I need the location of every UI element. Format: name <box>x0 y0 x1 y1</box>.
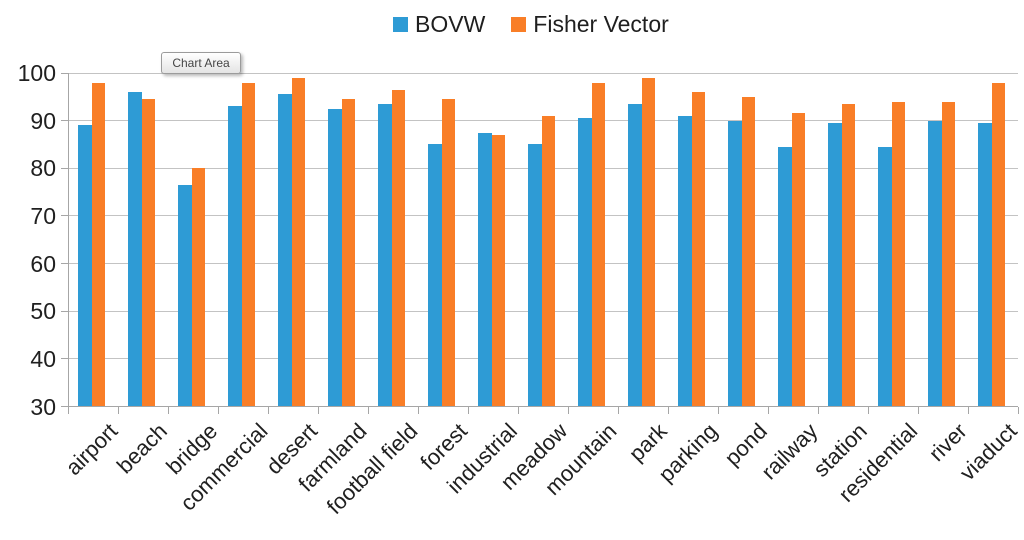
bar-bovw-viaduct[interactable] <box>978 123 992 407</box>
bar-fisher-vector-commercial[interactable] <box>241 82 255 407</box>
bar-fisher-vector-residential[interactable] <box>891 101 905 407</box>
x-axis-label-airport: airport <box>60 418 122 481</box>
bar-fisher-vector-river[interactable] <box>941 101 955 407</box>
y-axis-tick-40 <box>61 358 68 360</box>
bar-bovw-park[interactable] <box>628 103 642 407</box>
bar-fisher-vector-pond[interactable] <box>741 96 755 407</box>
y-axis-tick-70 <box>61 215 68 217</box>
bar-fisher-vector-park[interactable] <box>641 77 655 407</box>
y-axis-tick-50 <box>61 310 68 312</box>
x-axis-tick <box>168 406 169 414</box>
x-axis-tick <box>118 406 119 414</box>
x-axis-tick <box>818 406 819 414</box>
x-axis-tick <box>568 406 569 414</box>
bar-bovw-football-field[interactable] <box>378 103 392 407</box>
bar-fisher-vector-station[interactable] <box>841 103 855 407</box>
gridline-100 <box>68 72 1018 74</box>
x-axis-tick <box>518 406 519 414</box>
legend-label-bovw: BOVW <box>415 11 486 37</box>
x-axis-tick <box>218 406 219 414</box>
bar-bovw-desert[interactable] <box>278 94 292 407</box>
bar-fisher-vector-beach[interactable] <box>141 99 155 407</box>
x-axis-tick <box>468 406 469 414</box>
bar-fisher-vector-parking[interactable] <box>691 92 705 407</box>
x-axis-tick <box>768 406 769 414</box>
x-axis-tick <box>918 406 919 414</box>
y-axis-tick-30 <box>61 406 68 407</box>
bar-bovw-residential[interactable] <box>878 146 892 407</box>
x-axis-tick <box>318 406 319 414</box>
x-axis-tick <box>668 406 669 414</box>
bar-bovw-river[interactable] <box>928 120 942 407</box>
bar-bovw-industrial[interactable] <box>478 132 492 407</box>
bar-fisher-vector-bridge[interactable] <box>191 168 205 407</box>
bar-bovw-pond[interactable] <box>728 120 742 407</box>
bar-fisher-vector-airport[interactable] <box>91 82 105 407</box>
bar-bovw-railway[interactable] <box>778 146 792 407</box>
chart-area-tooltip: Chart Area <box>161 52 241 74</box>
y-axis-label-80: 80 <box>30 155 56 182</box>
bar-fisher-vector-mountain[interactable] <box>591 82 605 407</box>
chart-area-tooltip-label: Chart Area <box>172 56 230 70</box>
bar-bovw-airport[interactable] <box>78 125 92 407</box>
bar-bovw-beach[interactable] <box>128 92 142 407</box>
y-axis-line <box>68 73 69 414</box>
y-axis-label-90: 90 <box>30 107 56 134</box>
x-axis-tick <box>68 406 69 414</box>
bar-fisher-vector-football-field[interactable] <box>391 89 405 407</box>
y-axis-tick-90 <box>61 120 68 122</box>
bar-bovw-commercial[interactable] <box>228 106 242 407</box>
y-axis-label-60: 60 <box>30 250 56 277</box>
bar-fisher-vector-industrial[interactable] <box>491 134 505 407</box>
x-axis-tick <box>418 406 419 414</box>
bar-bovw-farmland[interactable] <box>328 108 342 407</box>
y-axis-label-50: 50 <box>30 298 56 325</box>
legend-item-bovw[interactable]: BOVW <box>393 11 485 38</box>
y-axis-label-100: 100 <box>17 60 56 86</box>
bar-bovw-parking[interactable] <box>678 115 692 407</box>
legend: BOVW Fisher Vector <box>393 11 669 38</box>
y-axis-label-70: 70 <box>30 202 56 229</box>
x-axis-label-railway: railway <box>755 418 822 485</box>
y-axis-tick-60 <box>61 263 68 265</box>
bar-bovw-station[interactable] <box>828 123 842 407</box>
bar-fisher-vector-desert[interactable] <box>291 77 305 407</box>
y-axis-tick-80 <box>61 167 68 169</box>
bar-fisher-vector-farmland[interactable] <box>341 99 355 407</box>
x-axis-tick <box>968 406 969 414</box>
x-axis-label-beach: beach <box>111 418 172 479</box>
y-axis-label-40: 40 <box>30 345 56 372</box>
legend-swatch-fisher-vector-icon <box>511 17 527 32</box>
bar-fisher-vector-meadow[interactable] <box>541 115 555 407</box>
legend-label-fisher-vector: Fisher Vector <box>533 11 669 37</box>
x-axis-tick <box>268 406 269 414</box>
bar-fisher-vector-forest[interactable] <box>441 99 455 407</box>
bar-fisher-vector-railway[interactable] <box>791 113 805 407</box>
bar-bovw-forest[interactable] <box>428 144 442 407</box>
x-axis-tick <box>368 406 369 414</box>
bar-fisher-vector-viaduct[interactable] <box>991 82 1005 407</box>
bar-bovw-bridge[interactable] <box>178 184 192 407</box>
legend-swatch-bovw-icon <box>393 17 408 32</box>
x-axis-tick <box>1018 406 1019 414</box>
y-axis-tick-100 <box>61 72 68 74</box>
bar-bovw-meadow[interactable] <box>528 144 542 407</box>
x-axis-tick <box>618 406 619 414</box>
legend-item-fisher-vector[interactable]: Fisher Vector <box>511 11 669 38</box>
x-axis-tick <box>868 406 869 414</box>
y-axis-label-30: 30 <box>30 393 56 420</box>
x-axis-line <box>68 406 1018 407</box>
x-axis-tick <box>718 406 719 414</box>
bar-bovw-mountain[interactable] <box>578 118 592 407</box>
